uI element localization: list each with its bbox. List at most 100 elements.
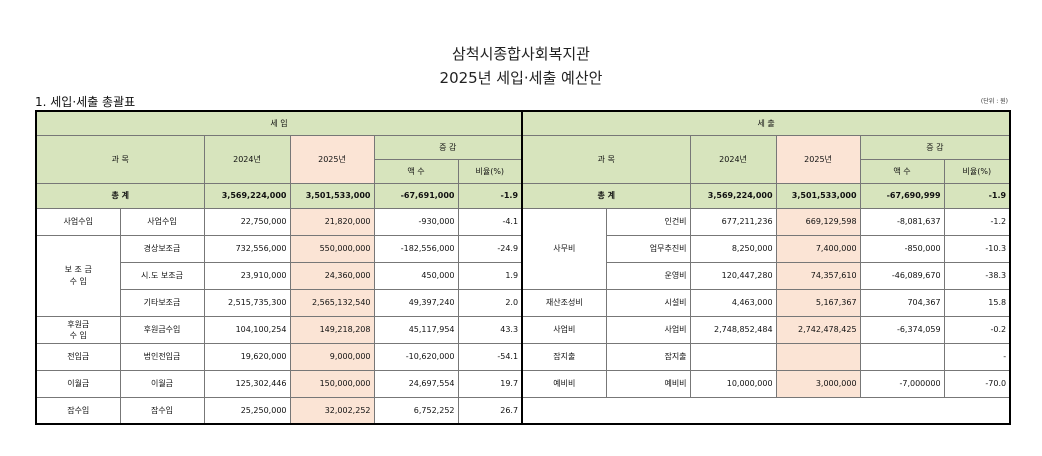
income-change-amount: 45,117,954 — [373, 315, 459, 344]
income-change-ratio: -54.1 — [457, 342, 523, 371]
budget-summary-table: 세 입 세 출 과 목 2024년 2025년 증 감 과 목 2024년 20… — [35, 110, 1012, 425]
expense-category: 사업비 — [521, 315, 607, 344]
expense-2024-value — [689, 342, 777, 371]
income-subcategory: 경상보조금 — [119, 234, 205, 263]
income-change-ratio: -24.9 — [457, 234, 523, 263]
expense-2025-value: 74,357,610 — [775, 261, 861, 290]
income-header: 세 입 — [35, 110, 523, 136]
expense-change-ratio: -38.3 — [943, 261, 1011, 290]
expense-category: 재산조성비 — [521, 288, 607, 317]
expense-change-amount: -8,081,637 — [859, 207, 945, 236]
expense-ratio-header: 비율(%) — [943, 158, 1011, 184]
income-ratio-header: 비율(%) — [457, 158, 523, 184]
income-change-ratio: 19.7 — [457, 369, 523, 398]
income-2024-value: 125,302,446 — [203, 369, 291, 398]
income-subcategory: 잡수입 — [119, 396, 205, 425]
income-2025-value: 32,002,252 — [289, 396, 375, 425]
income-2025-value: 2,565,132,540 — [289, 288, 375, 317]
expense-2024-value: 10,000,000 — [689, 369, 777, 398]
expense-subcategory: 잡지출 — [605, 342, 691, 371]
income-change-amount: 6,752,252 — [373, 396, 459, 425]
expense-amount-header: 액 수 — [859, 158, 945, 184]
expense-2024-value: 4,463,000 — [689, 288, 777, 317]
expense-category: 사무비 — [521, 207, 607, 290]
income-2024-value: 22,750,000 — [203, 207, 291, 236]
expense-change-amount: -7,000000 — [859, 369, 945, 398]
income-change-header: 증 감 — [373, 134, 523, 160]
expense-subcategory: 업무추진비 — [605, 234, 691, 263]
income-total-2025: 3,501,533,000 — [289, 182, 375, 209]
income-2025-header: 2025년 — [289, 134, 375, 184]
income-change-ratio: 2.0 — [457, 288, 523, 317]
document-subtitle: 2025년 세입·세출 예산안 — [439, 69, 603, 87]
table-row: 사업수입 사업수입 22,750,000 21,820,000 -930,000… — [35, 207, 1011, 290]
income-subject-header: 과 목 — [35, 134, 205, 184]
table-row: 전입금 법인전입금 19,620,000 9,000,000 -10,620,0… — [35, 342, 1011, 371]
table-row: 후원금 수 입 후원금수입 104,100,254 149,218,208 45… — [35, 315, 1011, 344]
expense-total-label: 총 계 — [521, 182, 691, 209]
income-total-amount: -67,691,000 — [373, 182, 459, 209]
income-category: 사업수입 — [35, 207, 121, 236]
table-row: 기타보조금 2,515,735,300 2,565,132,540 49,397… — [36, 288, 1011, 317]
unit-label: (단위 : 원) — [980, 98, 1008, 105]
expense-2025-header: 2025년 — [775, 134, 861, 184]
income-subcategory: 시.도 보조금 — [119, 261, 205, 290]
expense-subcategory: 사업비 — [605, 315, 691, 344]
expense-change-ratio: -1.2 — [943, 207, 1011, 236]
total-row: 총 계 3,569,224,000 3,501,533,000 -67,691,… — [35, 182, 1011, 209]
document-title: 삼척시종합사회복지관 — [451, 45, 590, 63]
income-change-amount: 24,697,554 — [373, 369, 459, 398]
expense-change-ratio: -70.0 — [943, 369, 1011, 398]
income-subcategory: 이월금 — [119, 369, 205, 398]
income-2025-value: 149,218,208 — [289, 315, 375, 344]
expense-2024-header: 2024년 — [689, 134, 777, 184]
expense-total-2025: 3,501,533,000 — [775, 182, 861, 209]
expense-2025-value: 2,742,478,425 — [775, 315, 861, 344]
expense-subcategory: 인건비 — [605, 207, 691, 236]
expense-change-header: 증 감 — [859, 134, 1011, 160]
income-2024-value: 23,910,000 — [203, 261, 291, 290]
income-2024-value: 732,556,000 — [203, 234, 291, 263]
expense-change-ratio: -10.3 — [943, 234, 1011, 263]
income-2025-value: 21,820,000 — [289, 207, 375, 236]
expense-category: 잡지출 — [521, 342, 607, 371]
income-total-2024: 3,569,224,000 — [203, 182, 291, 209]
expense-2025-value: 5,167,367 — [775, 288, 861, 317]
expense-category: 예비비 — [521, 369, 607, 398]
income-subcategory: 후원금수입 — [119, 315, 205, 344]
income-change-amount: -10,620,000 — [373, 342, 459, 371]
expense-2024-value: 677,211,236 — [689, 207, 777, 236]
expense-subcategory: 예비비 — [605, 369, 691, 398]
income-change-ratio: 43.3 — [457, 315, 523, 344]
expense-2025-value: 3,000,000 — [775, 369, 861, 398]
income-change-ratio: -4.1 — [457, 207, 523, 236]
income-2025-value: 150,000,000 — [289, 369, 375, 398]
table-row: 잡수입 잡수입 25,250,000 32,002,252 6,752,252 … — [35, 396, 1011, 425]
income-2024-value: 19,620,000 — [203, 342, 291, 371]
expense-2025-value — [775, 342, 861, 371]
income-category: 전입금 — [35, 342, 121, 371]
income-change-amount: 49,397,240 — [373, 288, 459, 317]
expense-change-amount: -850,000 — [859, 234, 945, 263]
expense-change-amount: 704,367 — [859, 288, 945, 317]
income-change-amount: -182,556,000 — [373, 234, 459, 263]
income-subcategory: 기타보조금 — [119, 288, 205, 317]
table-row: 이월금 이월금 125,302,446 150,000,000 24,697,5… — [35, 369, 1011, 398]
income-2025-value: 9,000,000 — [289, 342, 375, 371]
income-2024-value: 104,100,254 — [203, 315, 291, 344]
header-row-3: 액 수 비율(%) 액 수 비율(%) — [36, 158, 1011, 184]
expense-2024-value: 2,748,852,484 — [689, 315, 777, 344]
expense-header: 세 출 — [521, 110, 1011, 136]
expense-subcategory: 운영비 — [605, 261, 691, 290]
expense-subject-header: 과 목 — [521, 134, 691, 184]
income-2024-value: 25,250,000 — [203, 396, 291, 425]
section-title: 1. 세입·세출 총괄표 — [35, 95, 136, 109]
expense-change-amount — [859, 342, 945, 371]
income-subcategory: 법인전입금 — [119, 342, 205, 371]
income-change-amount: 450,000 — [373, 261, 459, 290]
expense-2024-value: 120,447,280 — [689, 261, 777, 290]
income-total-ratio: -1.9 — [457, 182, 523, 209]
income-amount-header: 액 수 — [373, 158, 459, 184]
income-2025-value: 550,000,000 — [289, 234, 375, 263]
income-2025-value: 24,360,000 — [289, 261, 375, 290]
